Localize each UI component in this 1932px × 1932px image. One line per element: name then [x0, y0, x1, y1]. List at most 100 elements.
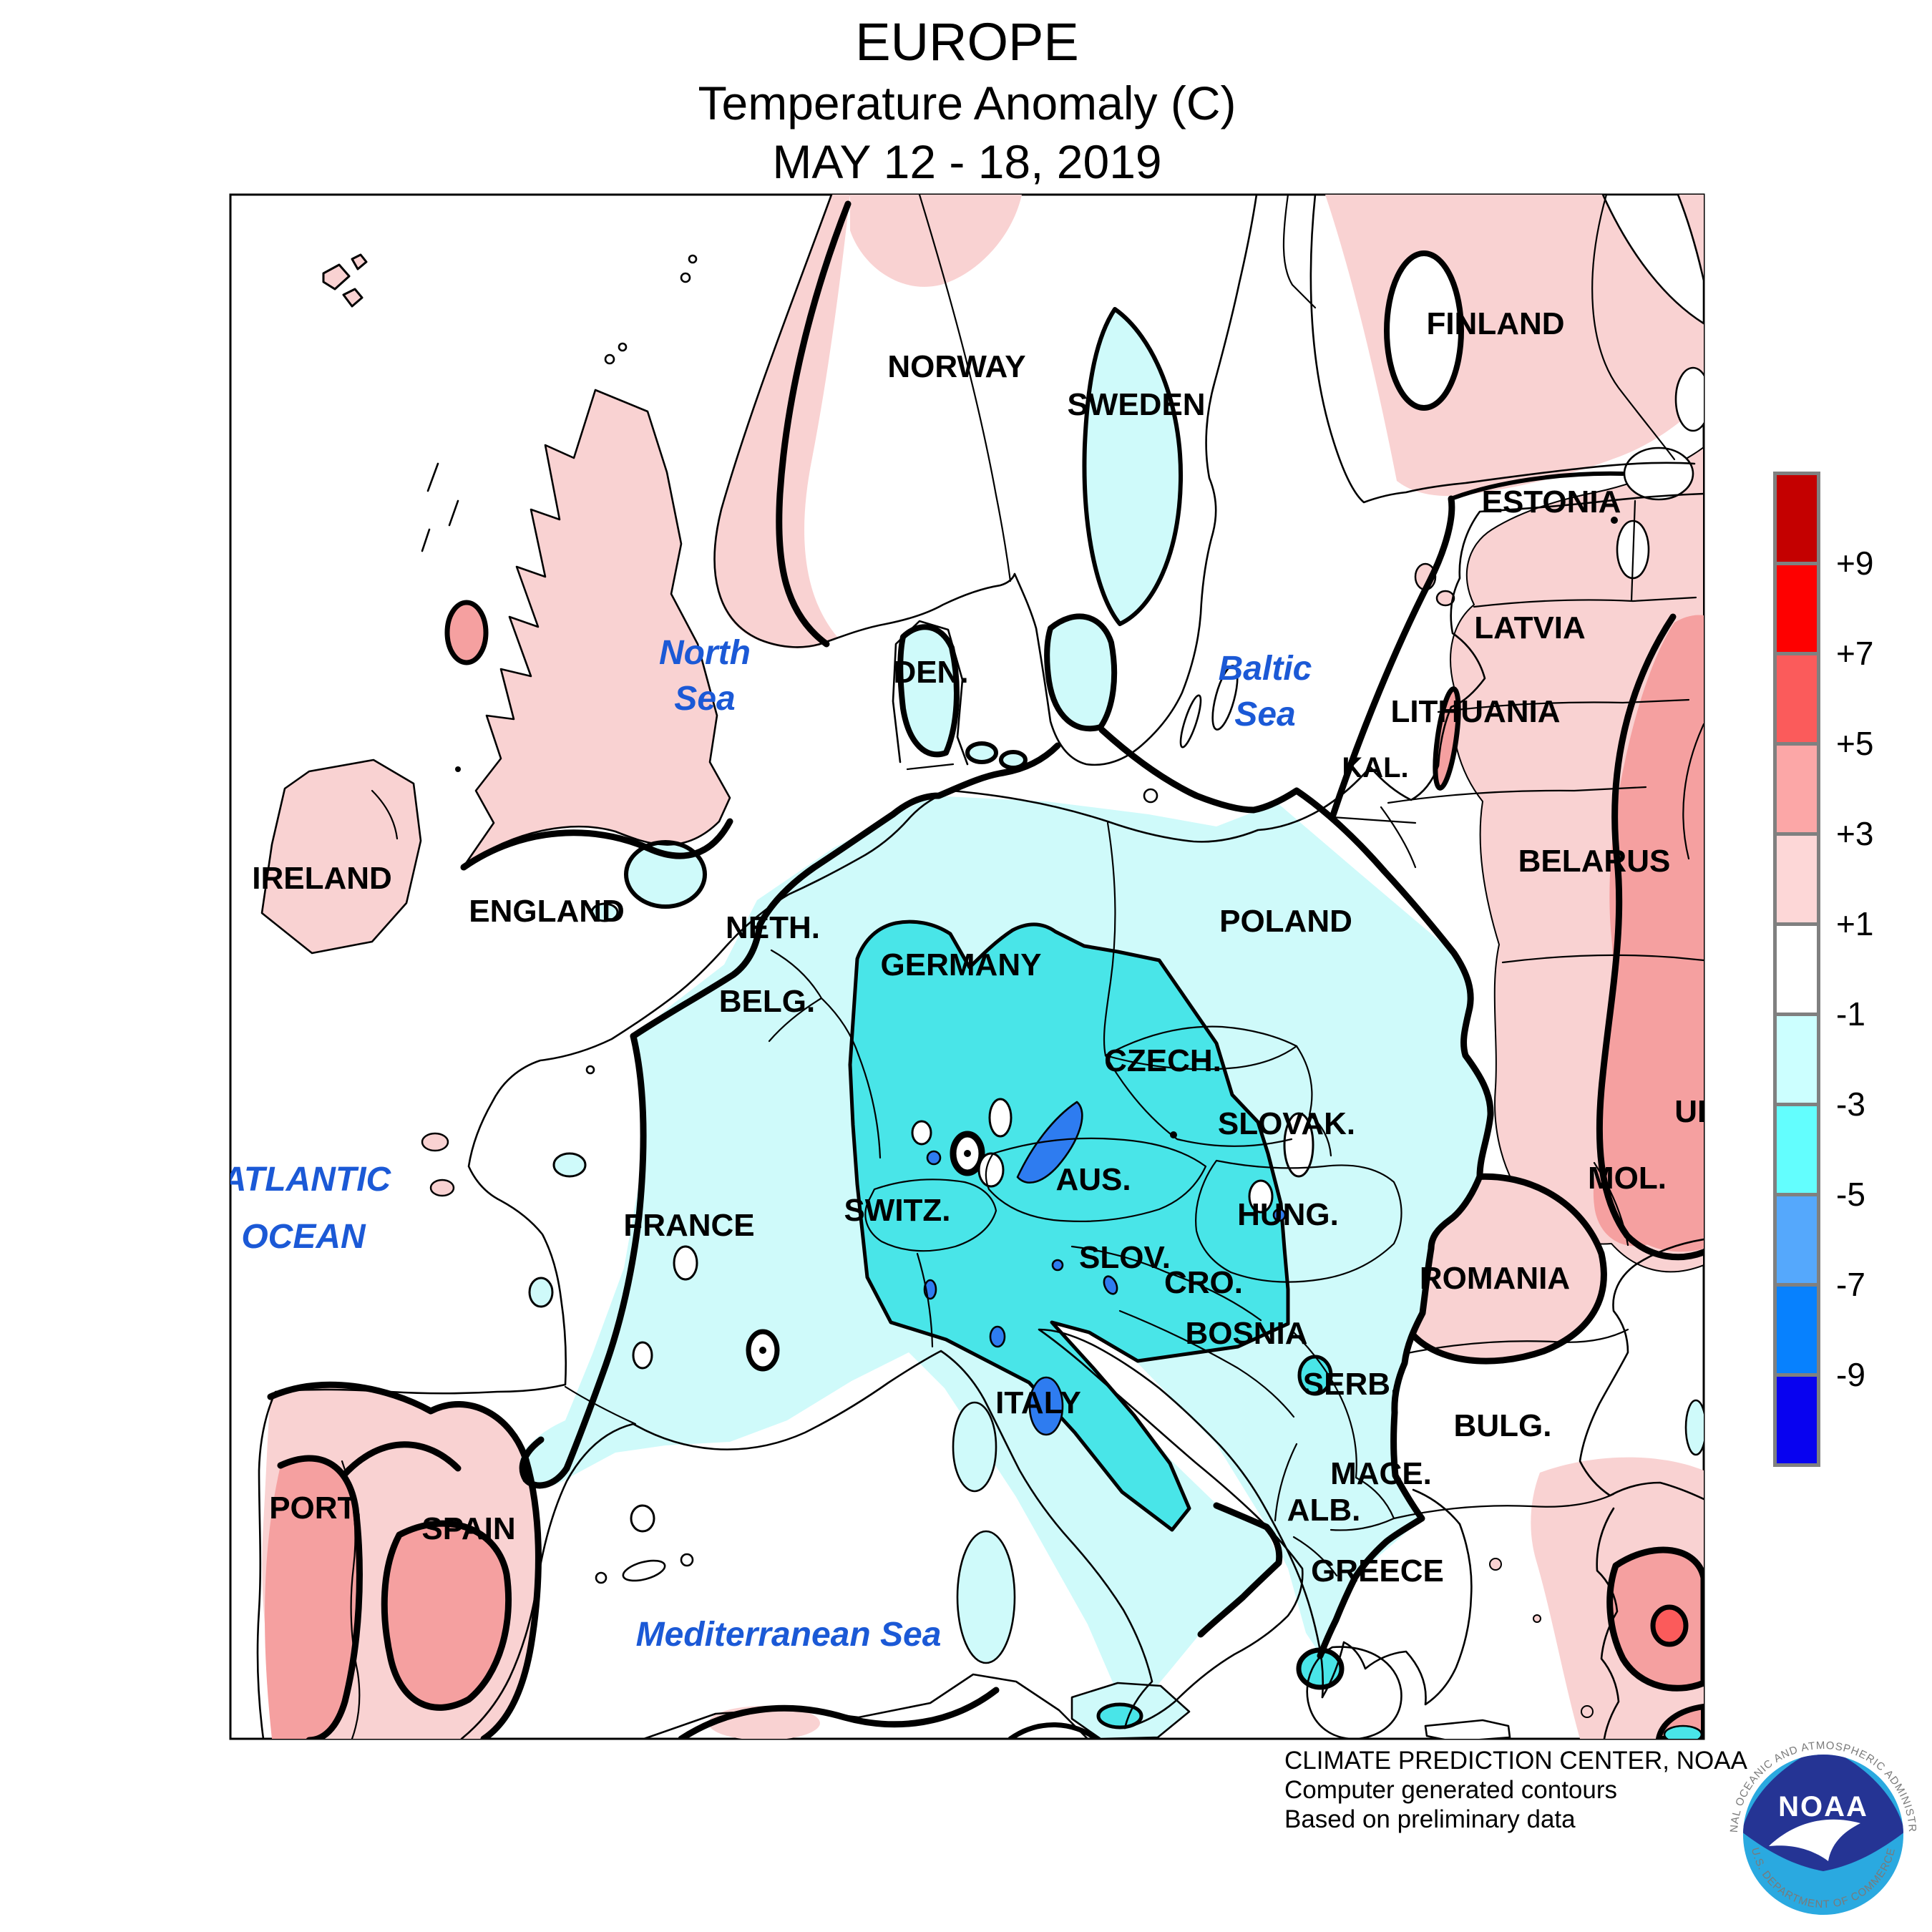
ireland-pink — [262, 760, 421, 953]
latvia-coast-salmon — [1433, 686, 1461, 791]
sea-label-atlantic: ATLANTIC — [221, 1161, 392, 1199]
germany-white-oval-2 — [911, 1120, 932, 1146]
balearic-2 — [680, 1553, 694, 1567]
shetland-1 — [680, 272, 691, 283]
sea-label-ocean: OCEAN — [241, 1218, 366, 1256]
country-label-romania: ROMANIA — [1420, 1261, 1570, 1296]
legend-swatch-7 — [1773, 1103, 1820, 1196]
map-title: EUROPE — [855, 12, 1079, 72]
faroe-2 — [342, 288, 364, 308]
norway-top-pink — [850, 195, 1022, 287]
scandinavia-coast — [713, 195, 1258, 766]
legend-swatch-5 — [1773, 922, 1820, 1016]
slovakia-white-oval — [1283, 1112, 1314, 1178]
gotland — [1211, 665, 1239, 731]
france-white-oval-2 — [632, 1341, 653, 1370]
faroe-1 — [322, 263, 351, 291]
moldova-salmon — [1593, 1152, 1679, 1246]
contour-africa-2 — [1008, 1722, 1099, 1739]
black-sea-coast — [1579, 1238, 1704, 1501]
blacksea-coast-palecyan — [1684, 1399, 1704, 1456]
country-label-estonia: ESTONIA — [1482, 484, 1621, 519]
legend-swatch-1 — [1773, 562, 1820, 655]
austria-blue-dot-2 — [1051, 1259, 1064, 1272]
germany-white-oval-3 — [988, 1098, 1013, 1138]
hungary-blue-dot — [1272, 1208, 1287, 1222]
scotland-salmon — [444, 600, 489, 665]
attribution-block: CLIMATE PREDICTION CENTER, NOAA Computer… — [1284, 1746, 1747, 1834]
country-label-slov: SLOV. — [1079, 1240, 1171, 1275]
uk-coast — [464, 389, 731, 866]
contour-gulf-finland — [1449, 471, 1625, 501]
danish-island-blob-1 — [965, 741, 998, 764]
lake-ladoga — [1623, 447, 1694, 501]
seagull-icon — [1769, 1819, 1860, 1861]
country-label-belarus: BELARUS — [1518, 844, 1671, 879]
corsica — [952, 1401, 997, 1493]
country-label-italy: ITALY — [995, 1385, 1081, 1420]
country-label-bosnia: BOSNIA — [1185, 1316, 1307, 1351]
country-label-greece: GREECE — [1311, 1553, 1444, 1589]
attribution-method: Computer generated contours — [1284, 1776, 1617, 1804]
germany-white-oval-1 — [977, 1152, 1005, 1188]
legend-swatch-3 — [1773, 742, 1820, 836]
austria-blue-dot — [926, 1150, 942, 1166]
turkey-red-spot — [1650, 1604, 1689, 1647]
sea-label-sea: Sea — [674, 680, 735, 718]
ireland-coast — [260, 758, 422, 955]
legend-value--9: -9 — [1836, 1356, 1865, 1393]
country-label-spain: SPAIN — [421, 1511, 515, 1546]
france-white-oval-1 — [673, 1245, 698, 1281]
france-white-oval-3 — [630, 1504, 655, 1533]
gulf-finland-south-shore — [256, 492, 1704, 1739]
legend-value--7: -7 — [1836, 1266, 1865, 1303]
bornholm — [1143, 788, 1158, 804]
italy-blue-oval — [1028, 1376, 1064, 1436]
estonia-island-2 — [1435, 590, 1455, 607]
country-label-switz: SWITZ. — [844, 1193, 950, 1228]
bothnia-baltic-coast — [1309, 195, 1696, 504]
country-label-mace: MACE. — [1330, 1456, 1432, 1491]
sweden-teardrop — [1082, 307, 1184, 626]
country-label-belg: BELG. — [719, 984, 815, 1019]
orkney-2 — [618, 342, 628, 352]
south-sweden-blob — [1044, 613, 1118, 732]
attribution-note: Based on preliminary data — [1284, 1805, 1576, 1833]
oland — [1179, 694, 1202, 748]
turkey-aegean-coast — [1596, 1507, 1620, 1739]
map-subtitle: Temperature Anomaly (C) — [698, 77, 1236, 130]
country-label-alb: ALB. — [1287, 1493, 1361, 1528]
country-label-ireland: IRELAND — [252, 861, 392, 896]
shetland-2 — [688, 254, 698, 264]
austria-blue-streak — [1016, 1101, 1083, 1184]
sicily-cyan-blob — [1096, 1702, 1143, 1729]
central-cyan-core — [848, 919, 1290, 1532]
thick-contours — [267, 200, 1704, 1739]
slovenia-blue-dot — [1103, 1275, 1118, 1295]
country-label-neth: NETH. — [726, 910, 820, 945]
wfrance-coast-blob-2 — [528, 1277, 554, 1308]
country-label-lithuania: LITHUANIA — [1390, 694, 1560, 729]
country-label-aus: AUS. — [1055, 1162, 1131, 1197]
legend-value--3: -3 — [1836, 1085, 1865, 1123]
bottomright-cyan-bit — [1663, 1724, 1703, 1739]
portugal-salmon — [265, 1458, 360, 1739]
legend-value-+7: +7 — [1836, 635, 1874, 672]
contour-channel-baltic — [630, 742, 1061, 1040]
brittany-pink-1 — [421, 1132, 449, 1152]
sea-labels: North Sea Baltic Sea ATLANTIC OCEAN Mediterran… — [221, 634, 1312, 1654]
orkney-1 — [604, 353, 615, 365]
contour-wfrance — [519, 1033, 647, 1489]
country-label-port: PORT. — [269, 1491, 362, 1526]
se-england-palecyan-2 — [590, 902, 619, 922]
country-label-den: DEN. — [893, 655, 968, 690]
legend-swatch-9 — [1773, 1283, 1820, 1377]
country-label-finland: FINLAND — [1426, 306, 1564, 341]
aegean-pink-dot-1 — [1489, 1558, 1502, 1571]
brittany-pink-2 — [429, 1179, 455, 1197]
country-label-norway: NORWAY — [887, 349, 1025, 384]
legend-swatch-10 — [1773, 1373, 1820, 1467]
contour-england — [460, 818, 733, 871]
finland-white-hole — [1384, 250, 1464, 411]
